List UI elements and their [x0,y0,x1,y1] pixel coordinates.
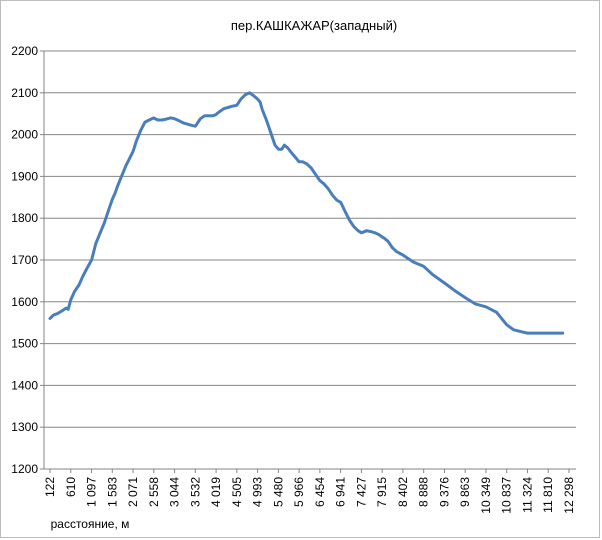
gridlines [44,50,576,428]
x-tick-label: 8 888 [417,477,431,507]
x-tick-label: 3 532 [188,477,202,507]
x-tick-label: 8 402 [396,477,410,507]
x-tick-label: 2 071 [126,477,140,507]
x-tick-label: 3 044 [168,477,182,507]
y-tick-label: 1900 [11,169,38,183]
x-tick-label: 11 810 [541,477,555,513]
y-tick-label: 2000 [11,128,38,142]
y-tick-label: 2200 [11,44,38,58]
x-tick-label: 9 376 [437,477,451,507]
x-tick-label: 122 [43,477,57,497]
y-axis-ticks: 1200 1300 1400 1500 1600 1700 1800 1900 2000 2100… [11,44,44,476]
x-axis-title: расстояние, м [51,517,130,531]
y-tick-label: 1400 [11,378,38,392]
x-tick-label: 6 454 [313,477,327,507]
x-tick-label: 6 941 [334,477,348,507]
x-axis-ticks: 122 610 1 097 1 583 2 071 2 558 3 044 3 532 4 01… [43,469,576,514]
y-tick-label: 1800 [11,211,38,225]
y-tick-label: 1600 [11,295,38,309]
x-tick-label: 7 915 [375,477,389,507]
chart-title: пер.КАШКАЖАР(западный) [231,18,397,33]
x-tick-label: 10 349 [479,477,493,514]
x-tick-label: 5 966 [292,477,306,507]
x-tick-label: 610 [64,477,78,497]
x-tick-label: 12 298 [562,477,576,514]
x-tick-label: 4 993 [251,477,265,507]
x-tick-label: 1 097 [85,477,99,507]
x-tick-label: 11 324 [520,477,534,513]
y-tick-label: 1300 [11,420,38,434]
y-tick-label: 1700 [11,253,38,267]
x-tick-label: 7 427 [354,477,368,507]
x-tick-label: 4 019 [209,477,223,507]
x-tick-label: 1 583 [105,477,119,507]
x-tick-label: 9 863 [458,477,472,507]
y-tick-label: 2100 [11,86,38,100]
y-tick-label: 1500 [11,337,38,351]
x-tick-label: 10 837 [500,477,514,514]
x-tick-label: 5 480 [271,477,285,507]
x-tick-label: 2 558 [147,477,161,507]
x-tick-label: 4 505 [230,477,244,507]
y-tick-label: 1200 [11,462,38,476]
series-line [48,91,565,335]
